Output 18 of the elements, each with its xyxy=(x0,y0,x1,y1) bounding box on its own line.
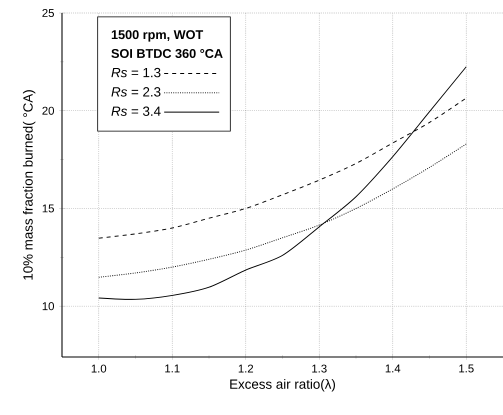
x-tick-label: 1.0 xyxy=(92,364,106,373)
y-tick-label: 10 xyxy=(42,302,54,310)
legend-label: Rs = 1.3 xyxy=(111,68,160,78)
x-axis-title: Excess air ratio(λ) xyxy=(230,379,335,392)
x-tick-label: 1.4 xyxy=(386,364,400,372)
annotation: 1500 rpm, WOT xyxy=(112,30,204,42)
legend-label: Rs = 3.4 xyxy=(111,106,161,116)
x-tick-label: 1.2 xyxy=(238,364,254,372)
y-tick-label: 20 xyxy=(42,106,54,115)
x-tick-label: 1.3 xyxy=(312,364,327,373)
legend-label: Rs = 2.3 xyxy=(111,87,160,97)
line-series xyxy=(98,66,467,300)
y-tick-label: 25 xyxy=(42,8,54,18)
y-tick-label: 15 xyxy=(42,204,54,212)
y-axis-title: 10% mass fraction burned( °CA) xyxy=(22,90,36,280)
x-tick-label: 1.5 xyxy=(459,364,474,372)
x-tick-label: 1.1 xyxy=(165,364,180,372)
annotation: SOI BTDC 360 °CA xyxy=(111,49,223,58)
